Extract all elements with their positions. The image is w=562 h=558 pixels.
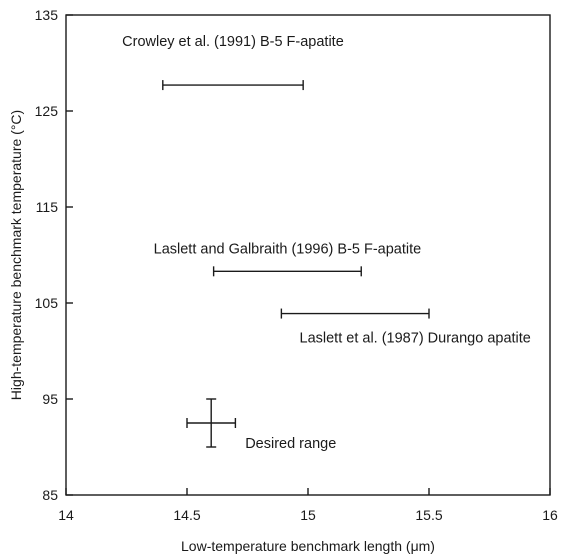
range-label: Crowley et al. (1991) B-5 F-apatite <box>122 34 344 50</box>
y-tick-label: 135 <box>35 7 59 23</box>
range-mark: Desired range <box>186 398 336 452</box>
x-axis: 14 14.5 15 15.5 16 <box>58 488 558 523</box>
y-axis: 85 95 105 115 125 135 <box>35 7 73 503</box>
range-label: Laslett et al. (1987) Durango apatite <box>300 331 531 347</box>
x-tick-label: 15.5 <box>415 507 442 523</box>
y-tick-label: 95 <box>42 391 58 407</box>
y-tick-label: 125 <box>35 103 59 119</box>
x-tick-label: 16 <box>542 507 558 523</box>
y-tick-label: 85 <box>42 487 58 503</box>
y-tick-label: 115 <box>36 199 59 215</box>
range-mark: Laslett and Galbraith (1996) B-5 F-apati… <box>154 241 422 277</box>
y-tick-label: 105 <box>35 295 59 311</box>
x-axis-label: Low-temperature benchmark length (μm) <box>181 538 435 554</box>
x-tick-label: 14 <box>58 507 74 523</box>
range-mark: Laslett et al. (1987) Durango apatite <box>280 308 531 347</box>
range-label: Desired range <box>245 436 336 452</box>
y-axis-label: High-temperature benchmark temperature (… <box>8 110 24 400</box>
data-marks: Crowley et al. (1991) B-5 F-apatite Lasle… <box>122 34 531 452</box>
range-mark: Crowley et al. (1991) B-5 F-apatite <box>122 34 344 91</box>
range-label: Laslett and Galbraith (1996) B-5 F-apati… <box>154 241 422 257</box>
x-tick-label: 14.5 <box>173 507 200 523</box>
x-tick-label: 15 <box>300 507 316 523</box>
